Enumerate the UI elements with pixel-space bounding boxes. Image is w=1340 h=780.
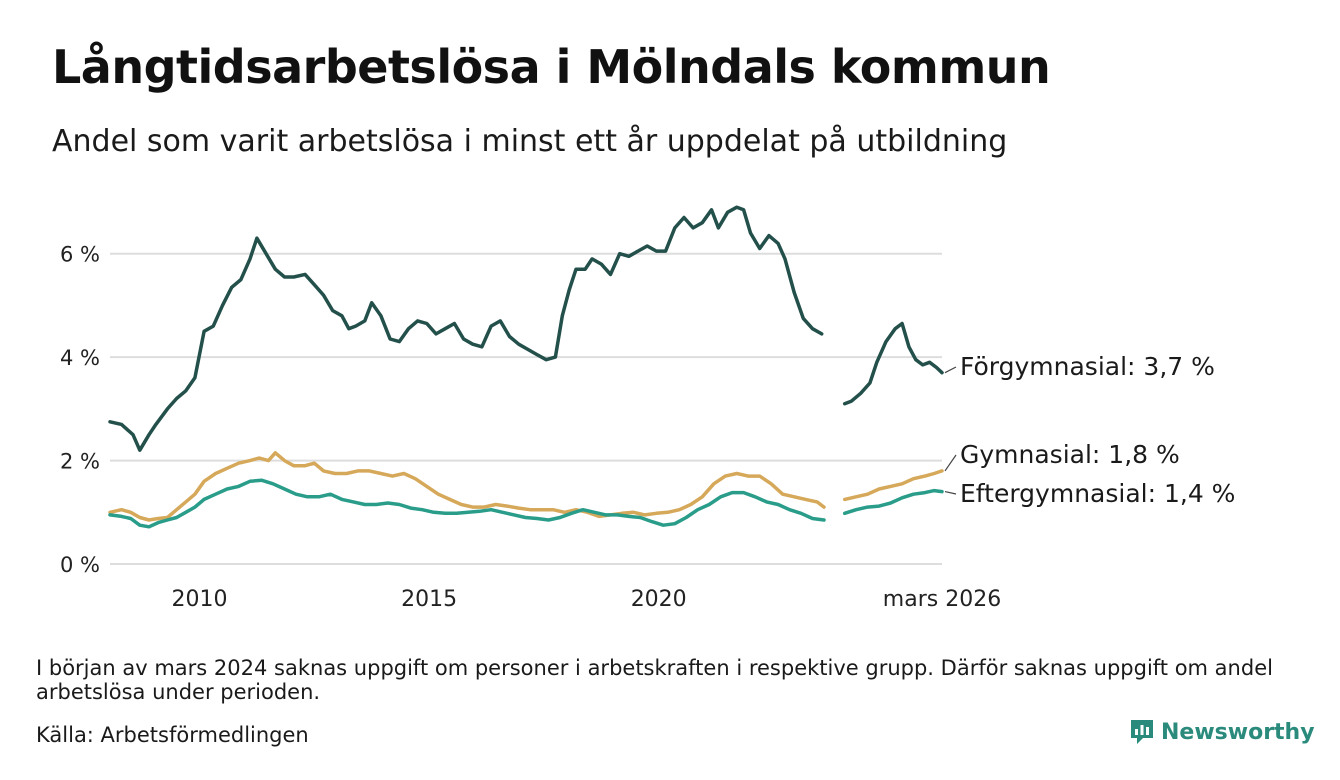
y-tick-label: 4 % [60,346,100,370]
series-end-label: Eftergymnasial: 1,4 % [960,479,1235,508]
series-end-labels: Förgymnasial: 3,7 % Gymnasial: 1,8 % Efter… [944,352,1235,508]
x-tick-label: 2010 [172,587,228,612]
series-line-förgymnasial [842,321,944,406]
series-end-label: Gymnasial: 1,8 % [960,440,1180,469]
series-line-gymnasial [108,451,826,522]
y-tick-label: 6 % [60,243,100,267]
x-tick-label: 2015 [401,587,457,612]
chart-subtitle: Andel som varit arbetslösa i minst ett å… [52,124,1008,159]
bar-chart-icon [1131,720,1153,744]
y-axis: 0 % 2 % 4 % 6 % [60,243,100,577]
line-chart: 0 % 2 % 4 % 6 % 2010 2015 2020 mars 2026 Förgy… [60,205,1235,612]
chart-title: Långtidsarbetslösa i Mölndals kommun [52,40,1051,94]
series-line-förgymnasial [108,205,824,452]
gridlines [110,252,942,565]
series-end-label: Förgymnasial: 3,7 % [960,352,1215,381]
series-lines [108,205,944,529]
x-tick-label: 2020 [631,587,687,612]
y-tick-label: 0 % [60,553,100,577]
label-leader-line [944,366,957,374]
x-tick-label: mars 2026 [883,587,1001,612]
newsworthy-logo[interactable]: Newsworthy [1129,718,1315,746]
label-leader-line [944,454,957,472]
y-tick-label: 2 % [60,450,100,474]
series-line-eftergymnasial [842,488,944,516]
source-credit: Källa: Arbetsförmedlingen [36,723,309,747]
brand-name: Newsworthy [1161,719,1315,745]
x-axis: 2010 2015 2020 mars 2026 [172,587,1002,612]
series-line-eftergymnasial [108,478,826,529]
footnote: I början av mars 2024 saknas uppgift om … [36,656,1273,704]
series-line-gymnasial [842,469,944,502]
label-leader-line [944,491,957,495]
